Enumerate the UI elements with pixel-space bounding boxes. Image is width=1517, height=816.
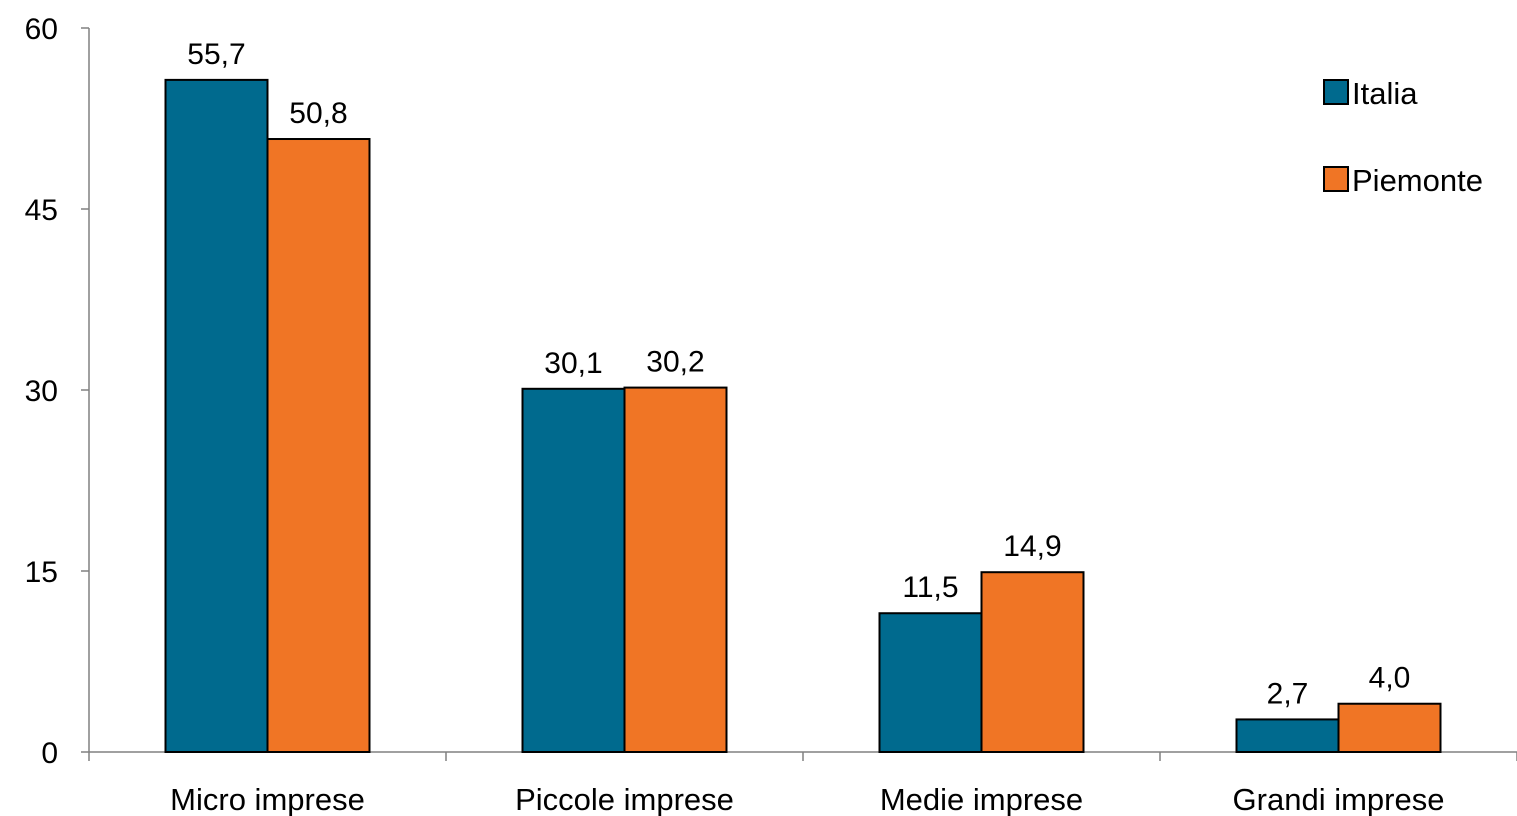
bar: [878, 612, 983, 753]
bar: [1337, 702, 1442, 754]
data-labels: 55,7 50,8 30,1 30,2 11,5 14,9 2,7 4,0: [187, 38, 1410, 711]
bar: [980, 571, 1085, 753]
legend-label: Italia: [1352, 76, 1418, 111]
bar: [266, 138, 371, 754]
legend-swatch: [1323, 79, 1349, 105]
legend-label: Piemonte: [1352, 163, 1483, 198]
legend: Italia Piemonte: [1323, 76, 1483, 198]
data-label: 4,0: [1369, 662, 1411, 695]
x-category-label: Piccole imprese: [515, 782, 734, 816]
data-label: 30,1: [544, 347, 602, 380]
y-tick-label: 15: [25, 556, 58, 589]
x-category-label: Medie imprese: [880, 782, 1083, 816]
data-label: 2,7: [1267, 677, 1309, 710]
y-tick-label: 60: [25, 13, 58, 46]
bars: [164, 78, 1442, 754]
y-tick-label: 0: [41, 737, 58, 770]
y-axis: 0 15 30 45 60: [25, 13, 90, 770]
x-category-label: Grandi imprese: [1233, 782, 1445, 816]
y-tick-label: 45: [25, 194, 58, 227]
data-label: 50,8: [289, 97, 347, 130]
data-label: 30,2: [646, 346, 704, 379]
x-axis: Micro imprese Piccole imprese Medie impres…: [88, 751, 1517, 816]
data-label: 55,7: [187, 38, 245, 71]
x-category-label: Micro imprese: [170, 782, 365, 816]
legend-swatch: [1323, 166, 1349, 192]
y-tick-label: 30: [25, 375, 58, 408]
bar: [164, 78, 269, 754]
bar: [623, 386, 728, 753]
data-label: 14,9: [1003, 530, 1061, 563]
bar: [521, 387, 626, 753]
bar: [1235, 718, 1340, 753]
data-label: 11,5: [902, 571, 958, 604]
